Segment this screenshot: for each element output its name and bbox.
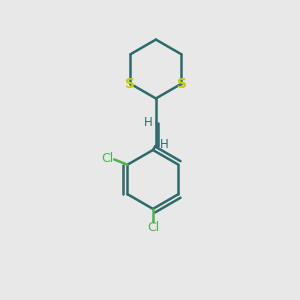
Text: Cl: Cl — [102, 152, 114, 165]
Text: S: S — [124, 77, 134, 91]
Text: Cl: Cl — [147, 221, 159, 234]
Text: H: H — [160, 138, 169, 151]
Text: H: H — [144, 116, 153, 129]
Text: S: S — [177, 77, 187, 91]
